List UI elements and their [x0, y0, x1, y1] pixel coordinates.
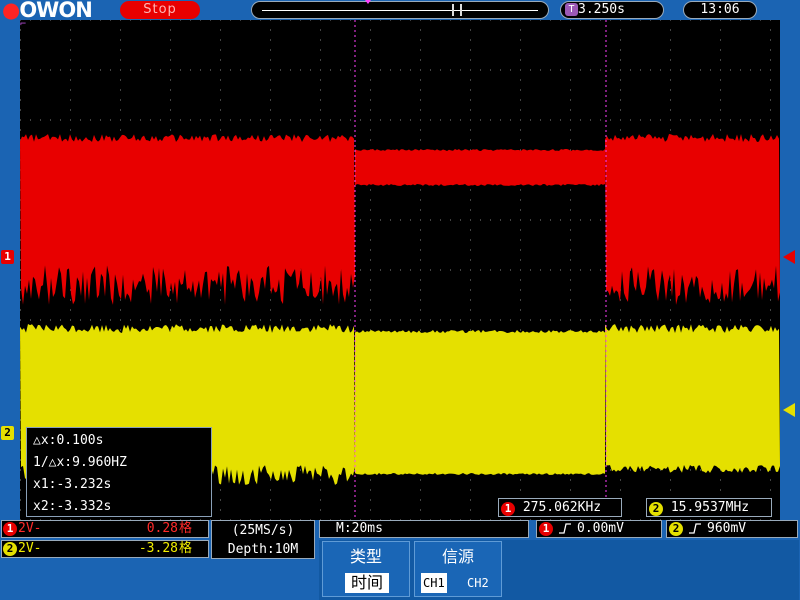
ch1-waveform-segment: [20, 134, 355, 305]
trigger-position-marker-icon: [365, 0, 371, 4]
owon-logo: ●OWON: [2, 0, 93, 22]
run-stop-status[interactable]: Stop: [120, 1, 200, 19]
ch2-level-marker[interactable]: 2: [1, 426, 14, 440]
ch2-trigger-level-arrow-icon: [783, 403, 795, 417]
ch2-frequency: 2 15.9537MHz: [646, 498, 772, 517]
menu-type-title: 类型: [349, 547, 382, 566]
ch1-position: 0.28: [146, 521, 178, 536]
cursor-x2: x2:-3.332s: [33, 499, 112, 514]
ch2-badge-icon: 2: [649, 502, 663, 516]
memory-track: [262, 10, 538, 11]
menu-source-ch1[interactable]: CH1: [421, 573, 447, 593]
ch2-trigger-status[interactable]: 2 960mV: [666, 520, 798, 538]
trigger-time-value: 3.250s: [578, 2, 625, 17]
rising-edge-icon: [559, 523, 571, 534]
ch1-badge-icon: 1: [3, 522, 17, 536]
acquisition-info: (25MS/s) Depth:10M: [211, 520, 315, 559]
menu-source-title: 信源: [441, 547, 474, 566]
cursor-inverse-delta: 1/△x:9.960HZ: [33, 455, 127, 470]
logo-text: OWON: [19, 0, 92, 22]
cursor-measurement-panel: △x:0.100s 1/△x:9.960HZ x1:-3.232s x2:-3.…: [26, 427, 212, 517]
ch1-waveform-segment: [605, 134, 780, 305]
ch2-status[interactable]: 2 2V- -3.28 格: [1, 540, 209, 558]
ch1-trigger-status[interactable]: 1 0.00mV: [536, 520, 662, 538]
cursor-delta-x: △x:0.100s: [33, 433, 104, 448]
ch1-trigger-level-arrow-icon: [783, 250, 795, 264]
ch1-unit: 格: [178, 521, 192, 536]
view-window-bracket[interactable]: [452, 4, 462, 16]
menu-type-value: 时间: [345, 573, 389, 593]
ch2-badge-icon: 2: [3, 542, 17, 556]
ch1-frequency-value: 275.062KHz: [522, 500, 602, 515]
ch1-level-marker[interactable]: 1: [1, 250, 14, 264]
ch1-badge-icon: 1: [539, 522, 553, 536]
ch2-waveform-segment: [605, 324, 780, 473]
ch2-frequency-value: 15.9537MHz: [670, 500, 750, 515]
logo-o: ●: [2, 0, 20, 22]
memory-position-bar[interactable]: [251, 0, 549, 19]
ch1-badge-icon: 1: [501, 502, 515, 516]
ch1-trigger-level: 0.00mV: [577, 521, 624, 536]
trigger-time-display: T 3.250s: [560, 1, 664, 19]
sample-rate: (25MS/s): [231, 523, 295, 538]
clock: 13:06: [683, 1, 757, 19]
ch2-waveform-segment: [355, 330, 605, 475]
ch2-position: -3.28: [138, 541, 178, 556]
menu-source-button[interactable]: 信源 CH1 CH2: [414, 541, 502, 597]
cursor-x1: x1:-3.232s: [33, 477, 112, 492]
timebase[interactable]: M:20ms: [319, 520, 529, 538]
ch1-scale: 2V-: [18, 521, 42, 536]
waveform-canvas: [20, 20, 780, 520]
record-depth: Depth:10M: [227, 542, 299, 557]
ch2-trigger-level: 960mV: [707, 521, 747, 536]
ch2-unit: 格: [178, 541, 192, 556]
ch2-badge-icon: 2: [669, 522, 683, 536]
menu-source-ch2[interactable]: CH2: [467, 576, 489, 590]
ch1-waveform-segment: [355, 149, 605, 186]
ch2-scale: 2V-: [18, 541, 42, 556]
ch1-frequency: 1 275.062KHz: [498, 498, 622, 517]
ch1-status[interactable]: 1 2V- 0.28 格: [1, 520, 209, 538]
rising-edge-icon: [689, 523, 701, 534]
trigger-top-marker-icon: ⌐: [20, 19, 27, 30]
menu-type-button[interactable]: 类型 时间: [322, 541, 410, 597]
trigger-badge-icon: T: [565, 3, 578, 16]
